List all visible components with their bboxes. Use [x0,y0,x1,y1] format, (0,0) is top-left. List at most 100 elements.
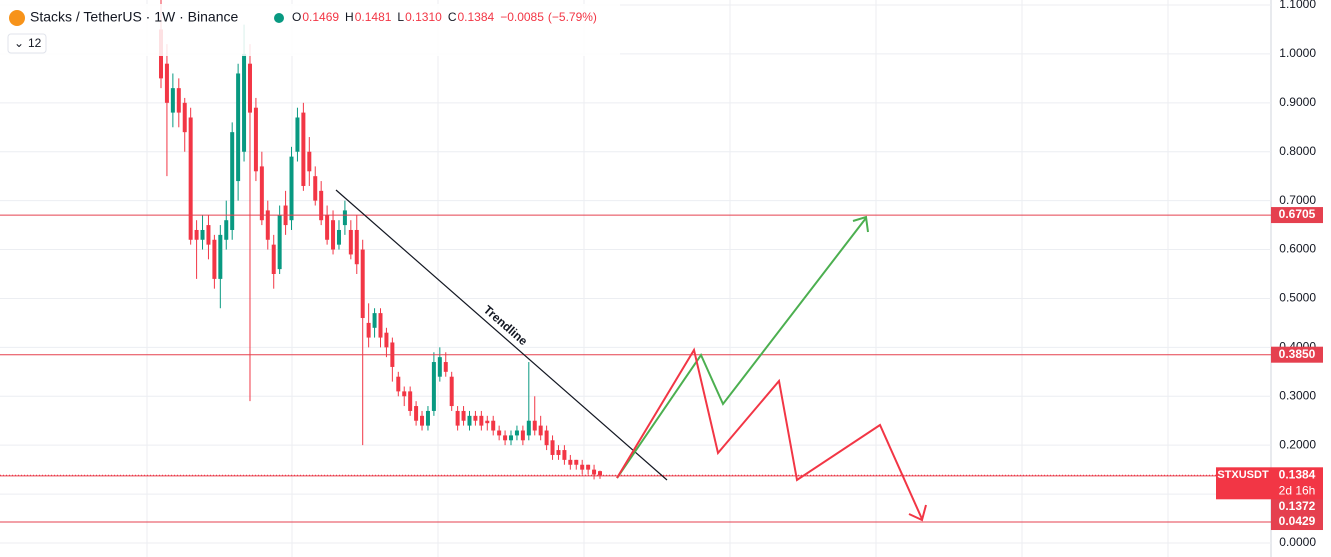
candle-body [206,225,211,245]
candle-body [336,229,341,245]
bear-projection [616,347,923,520]
candle-body [503,435,508,441]
level-label: 0.1372 [1279,499,1316,513]
candle-body [372,313,377,328]
y-tick-label: 0.2000 [1279,437,1316,451]
candle-body [550,440,555,455]
level-label-box [1271,514,1323,531]
last-price-symbol: STXUSDT [1217,469,1269,481]
candle-body [378,313,383,338]
y-tick-label: 0.9000 [1279,95,1316,109]
level-label-box [1271,346,1323,363]
candle-body [574,459,579,465]
y-tick-label: 0.3000 [1279,388,1316,402]
candle-body [331,220,336,250]
y-tick-label: 0.6000 [1279,242,1316,256]
candle-body [224,220,229,240]
ohlc-key: O [292,10,301,24]
bear-arrowhead [908,504,927,522]
candle-body [592,469,597,475]
symbol-logo [9,10,25,26]
candle-body [259,166,264,221]
candle-body [568,459,573,465]
candle-body [236,73,241,182]
candle-body [491,420,496,431]
trendline-label: Trendline [481,303,531,349]
ohlc-key: H [345,10,354,24]
candle-body [319,190,324,221]
candle-body [449,376,454,407]
candle-body [164,63,169,103]
candle-body [313,176,318,201]
candle-body [396,376,401,392]
countdown: 2d 16h [1279,483,1316,497]
candle-body [586,464,591,470]
candle-body [408,391,413,411]
candle-body [425,410,430,426]
candle-body [271,244,276,274]
change: −0.0085 [500,10,544,24]
candle-body [366,322,371,338]
market-status [274,13,284,23]
last-price-box [1216,467,1323,500]
candle-body [455,410,460,426]
candle-body [218,234,223,279]
y-tick-label: 0.8000 [1279,144,1316,158]
candle-body [509,435,514,441]
ohlc-value: 0.1469 [302,10,339,24]
candle-body [342,210,347,226]
candle-body [467,415,472,426]
bull-projection [616,217,867,479]
ohlc-value: 0.1481 [355,10,392,24]
candle-body [520,430,525,441]
candle-body [242,53,247,152]
ohlc-key: C [448,10,457,24]
candle-body [514,430,519,436]
candle-body [431,362,436,411]
candle-body [402,391,407,397]
y-tick-label: 0.7000 [1279,193,1316,207]
level-label: 0.6705 [1279,207,1316,221]
y-tick-label: 1.1000 [1279,0,1316,11]
candle-body [562,450,567,460]
symbol-title: Stacks / TetherUS · 1W · Binance [30,9,238,25]
candle-body [556,450,561,455]
candle-body [265,210,270,240]
candle-body [182,102,187,133]
candle-body [253,107,258,172]
last-price-value: 0.1384 [1279,467,1316,481]
candle-body [598,471,602,476]
candle-body [497,430,502,436]
candle-body [301,112,306,186]
candle-body [479,415,484,426]
candle-body [170,88,175,113]
candle-body [461,410,466,421]
candle-body [526,420,531,436]
y-tick-label: 1.0000 [1279,46,1316,60]
candle-body [277,215,282,270]
candle-body [247,63,252,113]
candle-body [325,215,330,240]
candle-body [200,229,205,240]
candle-body [188,117,193,240]
candle-body [360,249,365,319]
level-label: 0.3850 [1279,347,1316,361]
candle-body [176,88,181,113]
candle-body [194,229,199,240]
level-label-box [1271,498,1323,515]
chevron: ⌄ [14,36,24,50]
ohlc-value: 0.1384 [457,10,494,24]
candle-body [485,420,490,424]
indicators-toggle[interactable] [7,33,47,54]
trendline [335,189,668,481]
candle-body [538,425,543,436]
candle-body [289,156,294,221]
candle-body [230,132,235,230]
indicator-count: 12 [28,36,42,50]
legend-bg [0,4,620,56]
level-label-box [1271,207,1323,224]
candle-body [212,239,217,279]
candle-body [384,332,389,348]
candle-body [354,229,359,265]
